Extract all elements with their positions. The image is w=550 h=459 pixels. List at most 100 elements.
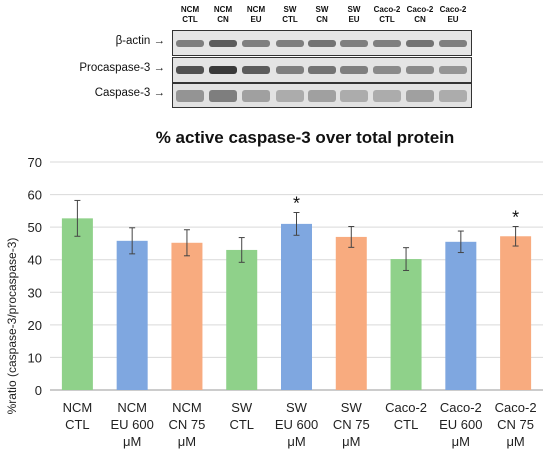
blot-band (209, 40, 237, 47)
y-tick-label: 40 (28, 253, 42, 268)
blot-band (340, 66, 368, 74)
x-tick-label-line: μM (287, 434, 305, 449)
lane-label-line1: Caco-2 (406, 5, 434, 14)
lane-label-line1: SW (283, 5, 297, 14)
bar (281, 223, 312, 390)
blot-lane-label: SW EU (338, 5, 370, 25)
bar (61, 218, 93, 390)
procaspase-3-band-strip (172, 57, 472, 83)
blot-band (242, 90, 270, 102)
x-tick-label-line: CTL (65, 417, 90, 432)
x-tick-label-line: EU 600 (110, 417, 153, 432)
blot-band (373, 66, 401, 74)
blot-band (276, 40, 304, 47)
x-tick-label: NCM EU 600 μM (110, 400, 153, 449)
blot-lane-label: NCM CN (207, 5, 239, 25)
blot-band (406, 40, 434, 47)
bar (445, 241, 477, 390)
significance-marker: * (512, 207, 519, 227)
bars (61, 218, 532, 390)
blot-lane-label: NCM CTL (174, 5, 206, 25)
y-tick-label: 50 (28, 220, 42, 235)
blot-row-label: Procaspase-3 → (79, 62, 165, 74)
blot-band (242, 66, 270, 74)
x-tick-label: Caco-2 CTL (385, 400, 427, 432)
x-tick-label: SW EU 600 μM (275, 400, 318, 449)
bar (171, 242, 203, 390)
lane-label-line2: CTL (282, 15, 298, 24)
y-tick-labels: 0 10 20 30 40 50 60 70 (28, 155, 42, 398)
lane-label-line2: CTL (182, 15, 198, 24)
x-tick-label-line: EU 600 (275, 417, 318, 432)
blot-band (373, 90, 401, 102)
blot-row-label: β-actin → (115, 35, 165, 47)
blot-row-label: Caspase-3 → (94, 87, 165, 99)
lane-label-line1: SW (347, 5, 361, 14)
bar (390, 259, 422, 390)
x-tick-label-line: SW (286, 400, 308, 415)
x-tick-label: Caco-2 CN 75 μM (495, 400, 537, 449)
blot-band (209, 66, 237, 74)
significance-markers: ** (293, 193, 519, 227)
blot-band (340, 40, 368, 47)
lane-label-line1: NCM (213, 5, 233, 14)
x-tick-label-line: Caco-2 (495, 400, 537, 415)
x-tick-label-line: CN 75 (333, 417, 370, 432)
lane-label-line2: CTL (379, 15, 395, 24)
lane-label-line1: NCM (180, 5, 200, 14)
x-tick-label: NCM CN 75 μM (169, 400, 206, 449)
x-tick-label-line: NCM (172, 400, 202, 415)
x-tick-label-line: CN 75 (169, 417, 206, 432)
y-tick-label: 60 (28, 188, 42, 203)
x-tick-label-line: μM (178, 434, 196, 449)
bar (335, 236, 367, 390)
chart-title: % active caspase-3 over total protein (156, 128, 455, 147)
x-tick-label-line: Caco-2 (440, 400, 482, 415)
x-tick-label-line: μM (123, 434, 141, 449)
blot-band (308, 40, 336, 47)
x-tick-label-line: CTL (394, 417, 419, 432)
blot-band (439, 66, 467, 74)
blot-band (308, 90, 336, 102)
y-tick-label: 0 (35, 383, 42, 398)
blot-band (439, 90, 467, 102)
x-tick-label-line: μM (452, 434, 470, 449)
x-tick-label-line: NCM (117, 400, 147, 415)
lane-label-line1: Caco-2 (439, 5, 467, 14)
x-tick-label: SW CTL (229, 400, 254, 432)
lane-label-line1: NCM (246, 5, 266, 14)
blot-band (209, 90, 237, 102)
error-bars (74, 199, 519, 271)
significance-marker: * (293, 193, 300, 213)
lane-label-line2: CN (316, 15, 328, 24)
y-tick-label: 20 (28, 318, 42, 333)
blot-band (176, 40, 204, 47)
blot-band (276, 90, 304, 102)
x-tick-label-line: CTL (229, 417, 254, 432)
blot-lane-label: SW CN (306, 5, 338, 25)
lane-label-line1: SW (315, 5, 329, 14)
x-tick-label-line: SW (341, 400, 363, 415)
y-tick-label: 10 (28, 350, 42, 365)
y-tick-label: 30 (28, 285, 42, 300)
western-blot-panel: NCM CTL NCM CN NCM EU SW CTL SW CN SW EU Caco-2 CTL Ca… (0, 0, 550, 108)
blot-band (439, 40, 467, 47)
bar (226, 249, 258, 390)
lane-label-line2: EU (348, 15, 360, 24)
lane-label-line2: CN (414, 15, 426, 24)
blot-band (308, 66, 336, 74)
blot-band (406, 66, 434, 74)
bar-chart: % active caspase-3 over total protein %r… (5, 128, 543, 449)
blot-band (406, 90, 434, 102)
x-tick-label: Caco-2 EU 600 μM (439, 400, 482, 449)
x-tick-label-line: NCM (63, 400, 93, 415)
x-tick-label: NCM CTL (63, 400, 93, 432)
x-tick-label-line: SW (231, 400, 253, 415)
x-tick-label-line: Caco-2 (385, 400, 427, 415)
blot-lane-label: Caco-2 CTL (371, 5, 403, 25)
x-tick-label: SW CN 75 μM (333, 400, 370, 449)
x-tick-label-line: EU 600 (439, 417, 482, 432)
x-tick-label-line: μM (342, 434, 360, 449)
x-tick-labels: NCM CTL NCM EU 600 μM NCM CN 75 μM SW CTL SW EU 600… (63, 400, 537, 449)
blot-band (176, 66, 204, 74)
